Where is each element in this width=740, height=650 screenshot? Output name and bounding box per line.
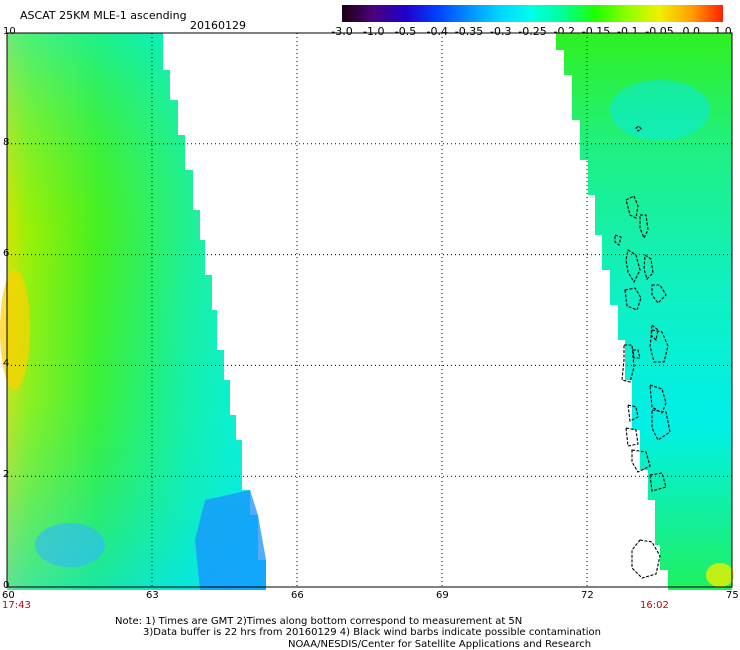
latitude-tick-label: 0: [3, 580, 10, 591]
longitude-tick-label: 75: [726, 590, 739, 601]
latitude-tick-label: 10: [3, 26, 16, 37]
colorbar-label: -0.4: [426, 25, 448, 38]
island-outline: [625, 427, 639, 447]
credit-line: NOAA/NESDIS/Center for Satellite Applica…: [288, 639, 592, 650]
longitude-tick-label: 69: [436, 590, 449, 601]
colorbar-label: -3.0: [331, 25, 353, 38]
note-line-2: 3)Data buffer is 22 hrs from 20160129 4)…: [143, 627, 601, 638]
island-outline: [639, 214, 649, 240]
island-outline: [643, 254, 654, 281]
product-title: ASCAT 25KM MLE-1 ascending: [20, 9, 187, 22]
product-date: 20160129: [190, 19, 246, 32]
longitude-tick-label: 60: [2, 590, 15, 601]
colorbar-gradient: [342, 5, 723, 22]
colorbar-label: -1.0: [363, 25, 385, 38]
island-outline: [651, 409, 671, 441]
latitude-tick-label: 4: [3, 358, 10, 370]
latitude-tick-label: 8: [3, 136, 10, 148]
low-value-patch: [195, 490, 266, 590]
graticule: [7, 33, 732, 587]
island-outline: [624, 287, 642, 311]
longitude-tick-label: 63: [146, 590, 159, 601]
longitude-tick-label: 66: [291, 590, 304, 601]
map-frame: [6, 32, 733, 588]
island-outline: [631, 449, 651, 473]
island-outline: [621, 344, 635, 383]
island-outline: [635, 125, 642, 132]
latitude-tick-label: 6: [3, 247, 10, 259]
right-time-label: 16:02: [640, 600, 669, 611]
latitude-tick-label: 2: [3, 469, 10, 481]
right-swath: [556, 33, 732, 590]
colorbar-label: -0.25: [518, 25, 547, 38]
colorbar-label: -0.3: [490, 25, 512, 38]
island-outline: [649, 472, 667, 492]
island-outline: [627, 404, 639, 422]
coastline: [614, 125, 671, 579]
longitude-tick-label: 72: [581, 590, 594, 601]
colorbar-label: -0.5: [394, 25, 417, 38]
island-outline: [649, 384, 667, 414]
island-outline: [631, 539, 661, 579]
note-line-1: Note: 1) Times are GMT 2)Times along bot…: [115, 616, 523, 627]
island-outline: [649, 329, 669, 363]
island-outline: [651, 284, 667, 304]
colorbar: [342, 5, 723, 22]
colorbar-label: -0.35: [454, 25, 484, 38]
island-outline: [625, 195, 639, 219]
left-time-label: 17:43: [2, 600, 31, 611]
island-outline: [614, 234, 622, 246]
